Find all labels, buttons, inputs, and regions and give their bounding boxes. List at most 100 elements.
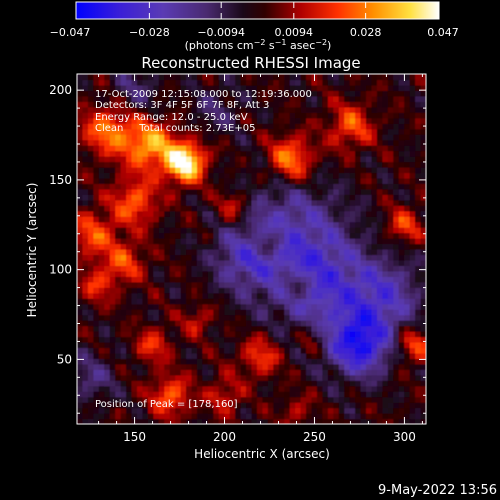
heatmap-cell [202, 150, 209, 157]
heatmap-cell [398, 380, 405, 387]
heatmap-cell [153, 134, 160, 141]
heatmap-cell [333, 134, 340, 141]
heatmap-cell [371, 112, 378, 119]
heatmap-cell [338, 216, 345, 223]
heatmap-cell [409, 134, 416, 141]
heatmap-cell [126, 199, 133, 206]
heatmap-cell [213, 292, 220, 299]
heatmap-cell [126, 95, 133, 102]
heatmap-cell [284, 292, 291, 299]
heatmap-cell [169, 363, 176, 370]
heatmap-cell [191, 188, 198, 195]
heatmap-cell [333, 413, 340, 420]
heatmap-cell [322, 199, 329, 206]
heatmap-cell [278, 347, 285, 354]
heatmap-cell [164, 287, 171, 294]
heatmap-cell [409, 156, 416, 163]
heatmap-cell [164, 270, 171, 277]
heatmap-cell [147, 106, 154, 113]
heatmap-cell [164, 156, 171, 163]
heatmap-cell [409, 396, 416, 403]
heatmap-cell [306, 123, 313, 130]
heatmap-cell [207, 84, 214, 92]
heatmap-cell [109, 139, 116, 146]
heatmap-cell [322, 156, 329, 163]
heatmap-cell [360, 243, 367, 250]
heatmap-cell [186, 413, 193, 420]
heatmap-cell [382, 418, 389, 424]
heatmap-cell [164, 292, 171, 299]
heatmap-cell [246, 276, 253, 283]
heatmap-cell [77, 145, 84, 152]
heatmap-cell [136, 139, 144, 146]
heatmap-cell [322, 391, 329, 398]
heatmap-cell [371, 281, 378, 288]
heatmap-cell [251, 352, 258, 359]
x-tick-label: 250 [303, 430, 326, 444]
heatmap-cell [262, 374, 269, 381]
heatmap-cell [387, 374, 394, 381]
heatmap-cell [104, 205, 111, 212]
heatmap-cell [207, 320, 214, 327]
heatmap-cell [273, 265, 280, 272]
heatmap-cell [246, 418, 253, 424]
heatmap-cell [87, 84, 94, 92]
heatmap-cell [153, 128, 160, 135]
heatmap-cell [415, 374, 422, 381]
heatmap-cell [327, 341, 334, 349]
heatmap-cell [98, 172, 105, 179]
heatmap-cell [175, 238, 182, 245]
heatmap-cell [311, 188, 318, 195]
heatmap-cell [278, 128, 285, 135]
heatmap-cell [382, 385, 389, 392]
heatmap-cell [158, 298, 165, 305]
heatmap-cell [136, 101, 144, 108]
heatmap-cell [256, 128, 263, 135]
heatmap-cell [333, 101, 340, 108]
heatmap-cell [349, 117, 356, 124]
heatmap-cell [246, 199, 253, 206]
heatmap-cell [142, 265, 149, 272]
heatmap-cell [147, 407, 154, 414]
heatmap-cell [186, 156, 193, 163]
heatmap-cell [147, 369, 154, 376]
heatmap-cell [136, 79, 144, 86]
heatmap-cell [186, 336, 193, 343]
heatmap-cell [371, 232, 378, 239]
heatmap-cell [153, 374, 160, 381]
heatmap-cell [393, 259, 400, 267]
heatmap-cell [175, 227, 182, 234]
heatmap-cell [191, 363, 198, 370]
heatmap-cell [93, 320, 100, 327]
heatmap-cell [338, 117, 345, 124]
heatmap-cell [360, 210, 367, 217]
heatmap-cell [284, 84, 291, 92]
heatmap-cell [338, 166, 345, 174]
heatmap-cell [387, 210, 394, 217]
heatmap-cell [186, 123, 193, 130]
heatmap-cell [164, 205, 171, 212]
heatmap-cell [262, 156, 269, 163]
heatmap-cell [142, 183, 149, 190]
heatmap-cell [415, 238, 422, 245]
heatmap-cell [246, 298, 253, 305]
heatmap-cell [404, 232, 411, 239]
heatmap-cell [109, 183, 116, 190]
heatmap-cell [366, 101, 373, 108]
heatmap-cell [327, 287, 334, 294]
heatmap-cell [153, 331, 160, 338]
heatmap-cell [295, 347, 302, 354]
heatmap-cell [311, 156, 318, 163]
heatmap-cell [115, 254, 122, 261]
heatmap-cell [240, 418, 247, 424]
heatmap-cell [115, 74, 122, 81]
heatmap-cell [98, 270, 105, 277]
heatmap-cell [147, 183, 154, 190]
heatmap-cell [284, 227, 291, 234]
heatmap-cell [404, 112, 411, 119]
heatmap-cell [224, 254, 231, 261]
heatmap-cell [213, 352, 220, 359]
heatmap-cell [120, 385, 127, 392]
heatmap-cell [300, 341, 307, 349]
heatmap-cell [158, 396, 165, 403]
